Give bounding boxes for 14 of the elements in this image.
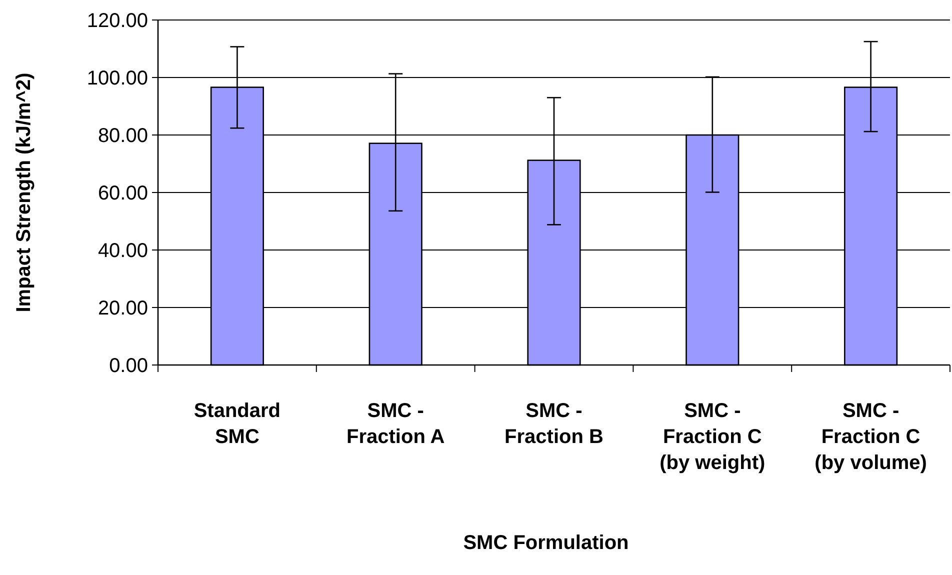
y-tick-label: 100.00 [86,68,148,90]
y-tick-label: 120.00 [86,10,148,32]
x-tick-label: Standard SMC [194,400,281,448]
y-tick-label: 0.00 [109,355,148,377]
y-tick-label: 80.00 [98,125,148,147]
x-axis-title: SMC Formulation [463,532,629,554]
x-tick-label: SMC - Fraction A [346,400,445,448]
y-tick-label: 20.00 [98,298,148,320]
y-axis-title: Impact Strength (kJ/m^2) [13,72,35,312]
y-tick-label: 60.00 [98,182,148,204]
x-tick-label: SMC - Fraction B [504,400,604,448]
y-tick-label: 40.00 [98,240,148,262]
x-tick-label: SMC - Fraction C (by volume) [814,400,927,474]
x-tick-label: SMC - Fraction C (by weight) [660,400,766,474]
